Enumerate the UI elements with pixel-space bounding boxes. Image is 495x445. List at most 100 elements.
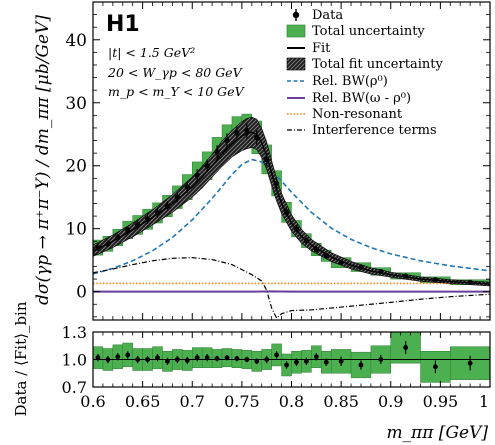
y-tick-label: 0 — [76, 283, 87, 303]
ratio-y-tick-label: 1.3 — [62, 323, 87, 342]
y-tick-label: 20 — [65, 157, 87, 177]
data-point — [313, 246, 319, 253]
ratio-point — [244, 357, 250, 362]
ratio-point — [323, 359, 329, 365]
data-point — [105, 241, 111, 247]
ratio-point — [234, 356, 240, 361]
data-point — [274, 180, 280, 186]
ratio-point — [284, 362, 289, 368]
data-point — [224, 137, 230, 144]
ratio-point — [174, 357, 180, 362]
data-point — [283, 209, 290, 215]
data-point — [125, 227, 131, 233]
legend-label-fit: Fit — [312, 41, 331, 56]
legend-entry-interference: Interference terms — [287, 123, 437, 138]
fit-curve — [93, 131, 490, 285]
ratio-point — [95, 355, 101, 361]
ratio-point — [184, 358, 190, 363]
y-tick-label: 30 — [65, 94, 87, 114]
ratio-uncertainty-boxes — [93, 332, 490, 383]
data-point — [154, 210, 161, 216]
ratio-y-tick-label: 0.7 — [62, 378, 87, 397]
data-point — [194, 172, 200, 178]
ratio-point — [294, 359, 299, 365]
data-point — [234, 130, 240, 136]
ratio-point — [125, 352, 131, 358]
legend-label-rho: Rel. BW(ρ⁰) — [312, 74, 388, 89]
legend-entry-omega: Rel. BW(ω - ρ⁰) — [287, 91, 411, 106]
data-point — [164, 203, 171, 209]
total-uncertainty-boxes — [93, 113, 490, 285]
ratio-point — [358, 362, 364, 368]
legend-entry-fit: Fit — [287, 41, 331, 56]
x-tick-label: 0.75 — [224, 392, 260, 411]
data-point — [338, 260, 344, 266]
data-point — [432, 277, 439, 283]
data-point — [144, 216, 151, 222]
ratio-point — [224, 355, 230, 361]
ratio-point — [254, 358, 260, 364]
x-axis-title: m_ππ [GeV] — [386, 423, 488, 443]
data-point — [358, 264, 364, 270]
legend-entry-nonresonant: Non-resonant — [287, 107, 403, 122]
ratio-point — [467, 360, 473, 366]
legend-label-total-uncertainty: Total uncertainty — [312, 24, 425, 39]
interference-curve — [93, 257, 490, 320]
ratio-point — [194, 355, 200, 361]
data-point — [214, 149, 220, 155]
data-point — [378, 268, 384, 275]
x-tick-label: 0.85 — [323, 392, 359, 411]
data-point — [264, 156, 270, 163]
model-curves — [93, 158, 490, 320]
cut-t: |t| < 1.5 GeV² — [108, 45, 195, 60]
cut-my: m_p < m_Y < 10 GeV — [108, 84, 246, 99]
data-point — [293, 226, 300, 232]
ratio-point — [204, 355, 210, 361]
y-tick-label: 10 — [65, 220, 87, 240]
legend-label-data: Data — [312, 8, 343, 23]
ratio-y-tick-label: 1.0 — [62, 351, 87, 370]
x-tick-label: 0.8 — [279, 392, 304, 411]
data-point — [135, 222, 141, 228]
x-tick-label: 0.9 — [378, 392, 403, 411]
ratio-point — [403, 345, 409, 350]
rho-bw-curve — [93, 158, 490, 275]
legend-entry-total-uncertainty: Total uncertainty — [286, 24, 425, 39]
data-point — [303, 238, 309, 244]
x-tick-label: 0.95 — [423, 392, 459, 411]
experiment-label: H1 — [106, 12, 140, 37]
x-tick-label: 0.7 — [180, 392, 205, 411]
data-point — [403, 273, 409, 279]
data-point — [244, 127, 250, 134]
ratio-point — [338, 358, 344, 364]
legend-label-interference: Interference terms — [312, 123, 437, 138]
ratio-point — [433, 364, 438, 370]
ratio-point — [274, 352, 280, 358]
ratio-point — [115, 354, 121, 360]
fit-uncertainty-band — [93, 116, 490, 287]
data-point — [323, 253, 329, 259]
y-tick-label: 40 — [65, 31, 87, 51]
legend-label-nonresonant: Non-resonant — [312, 107, 403, 122]
legend: Data Total uncertainty Fit Total fit unc… — [286, 8, 443, 138]
ratio-point — [378, 357, 384, 362]
ratio-point — [135, 357, 141, 362]
data-point — [467, 279, 473, 285]
ratio-y-axis-title: Data / ⟨Fit⟩_bin — [12, 301, 30, 416]
main-y-axis-title: dσ(γp → π⁺π⁻Y) / dm_ππ [μb/GeV] — [33, 15, 53, 305]
x-tick-label: 1 — [479, 392, 489, 411]
legend-label-omega: Rel. BW(ω - ρ⁰) — [312, 91, 411, 106]
data-point — [174, 194, 180, 200]
ratio-point — [165, 358, 170, 364]
cut-w: 20 < W_γp < 80 GeV — [107, 65, 244, 80]
ratio-point — [105, 357, 111, 362]
legend-entry-rho: Rel. BW(ρ⁰) — [287, 74, 388, 89]
ratio-point — [264, 357, 270, 362]
ratio-point — [313, 354, 319, 360]
data-point — [204, 163, 210, 169]
data-point — [115, 234, 121, 241]
ratio-point — [303, 358, 309, 364]
ratio-point — [155, 355, 160, 361]
legend-entry-fit-uncertainty: Total fit uncertainty — [286, 57, 443, 72]
